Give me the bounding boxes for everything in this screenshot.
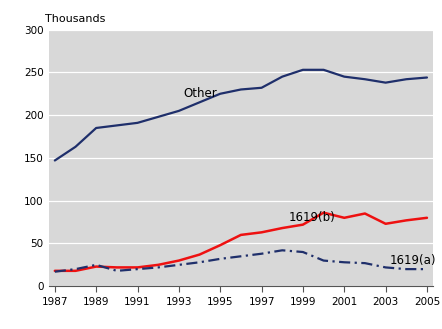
Text: 1619(b): 1619(b) <box>289 211 335 224</box>
Text: 1619(a): 1619(a) <box>390 254 436 267</box>
Text: Thousands: Thousands <box>45 14 105 24</box>
Text: Other: Other <box>183 87 217 100</box>
